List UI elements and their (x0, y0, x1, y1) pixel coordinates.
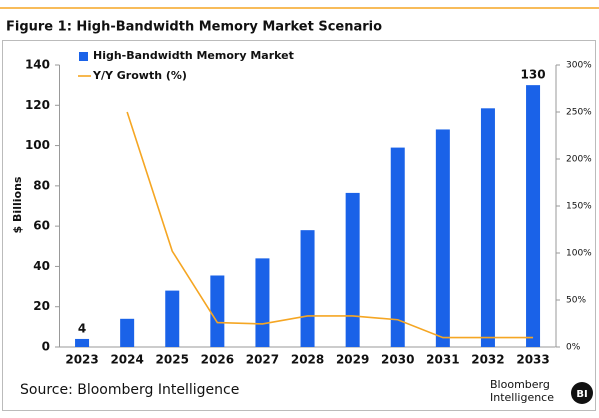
y2-tick-label: 50% (566, 296, 586, 306)
data-label: 4 (78, 321, 86, 335)
y-tick-label: 100 (25, 138, 50, 152)
legend-label: High-Bandwidth Memory Market (93, 49, 294, 62)
source: Source: Bloomberg Intelligence (20, 382, 239, 398)
x-tick-label: 2028 (291, 353, 324, 367)
y2-tick-label: 150% (566, 202, 592, 212)
y-tick-label: 40 (33, 259, 50, 273)
bar (75, 338, 90, 347)
y2-tick-label: 0% (566, 343, 581, 353)
bar (390, 147, 405, 347)
x-tick-label: 2029 (336, 353, 369, 367)
y2-tick-label: 100% (566, 249, 592, 259)
x-tick-label: 2025 (156, 353, 189, 367)
x-tick-label: 2030 (381, 353, 414, 367)
logo-badge (571, 382, 593, 404)
y-tick-label: 140 (25, 58, 50, 72)
legend-label: Y/Y Growth (%) (92, 69, 187, 82)
y2-tick-label: 200% (566, 155, 592, 165)
x-tick-label: 2033 (516, 353, 549, 367)
line (126, 111, 534, 339)
bar (300, 230, 315, 347)
y-tick-label: 60 (33, 219, 50, 233)
data-label: 130 (521, 68, 546, 82)
bar (165, 290, 180, 347)
bar (120, 318, 135, 347)
bar (480, 108, 495, 347)
x-tick-label: 2031 (426, 353, 459, 367)
y-tick-label: 0 (42, 340, 50, 354)
bar (255, 258, 270, 347)
logo: Bloomberg Intelligence (490, 378, 555, 404)
bar (526, 85, 541, 348)
y-axis-label: $ Billions (11, 176, 24, 233)
legend-swatch (79, 52, 88, 61)
logo-name: Bloomberg Intelligence (490, 378, 555, 404)
x-tick-label: 2032 (471, 353, 504, 367)
logo-badge-text: BI (576, 389, 587, 400)
bar (210, 275, 225, 347)
x-tick-label: 2024 (110, 353, 143, 367)
y-tick-label: 80 (33, 178, 50, 192)
x-tick-label: 2027 (246, 353, 279, 367)
x-tick-label: 2026 (201, 353, 234, 367)
x-tick-label: 2023 (65, 353, 98, 367)
y-tick-label: 20 (33, 299, 50, 313)
chart-frame (2, 40, 596, 411)
bar (435, 129, 450, 347)
chart-title: Figure 1: High-Bandwidth Memory Market S… (6, 20, 382, 35)
bar (345, 192, 360, 347)
y2-tick-label: 250% (566, 108, 592, 118)
y-tick-label: 120 (25, 98, 50, 112)
y2-tick-label: 300% (566, 61, 592, 71)
